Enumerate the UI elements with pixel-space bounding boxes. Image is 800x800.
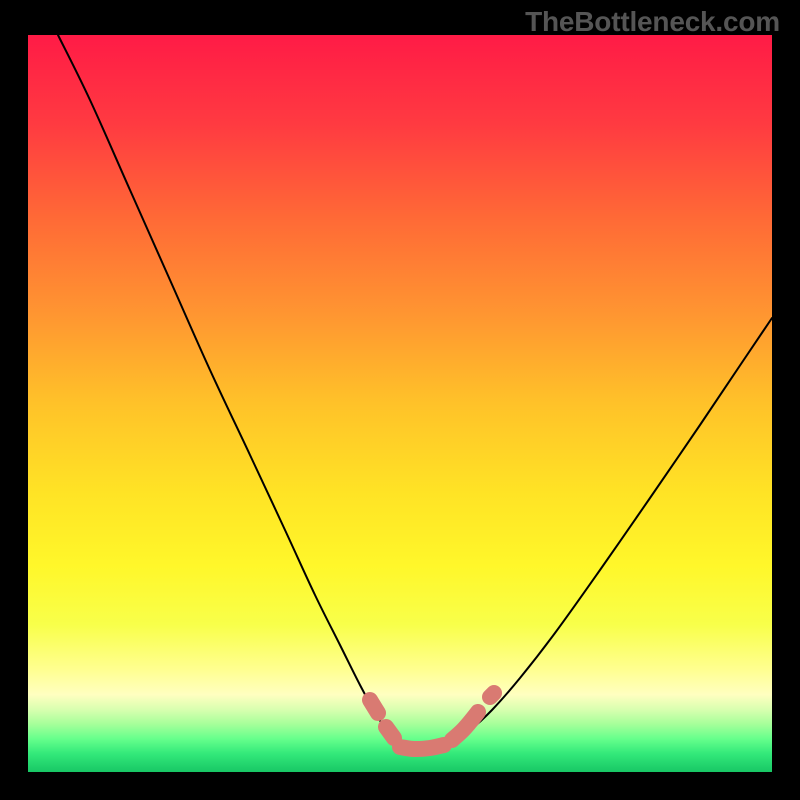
bottleneck-chart — [0, 0, 800, 800]
watermark-text: TheBottleneck.com — [525, 6, 780, 38]
watermark-label: TheBottleneck.com — [525, 6, 780, 37]
